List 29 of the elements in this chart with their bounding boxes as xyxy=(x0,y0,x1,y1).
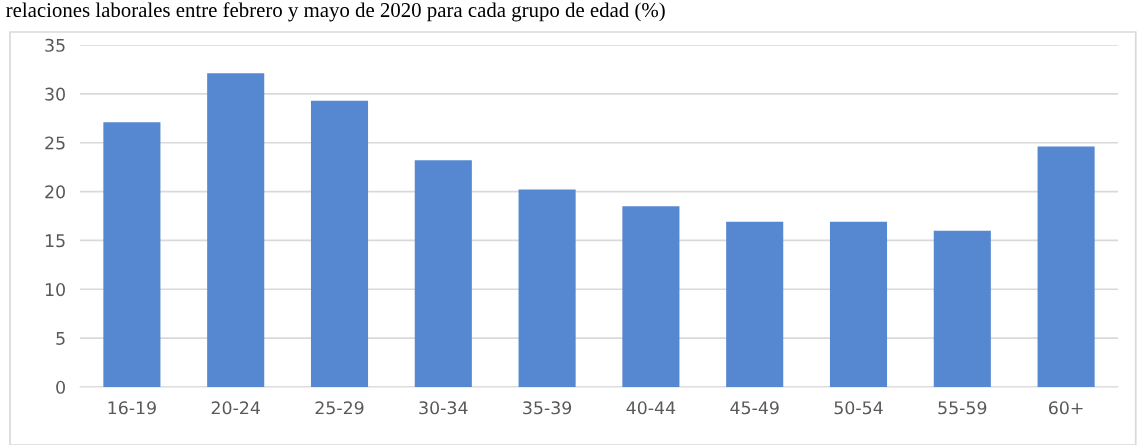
x-tick-label: 16-19 xyxy=(108,401,156,415)
bar xyxy=(622,206,680,387)
bar xyxy=(1037,146,1095,387)
bar xyxy=(310,100,369,387)
x-tick-label: 45-49 xyxy=(730,401,779,415)
y-tick-label: 35 xyxy=(45,38,65,52)
y-tick-label: 30 xyxy=(45,87,65,101)
x-tick-label: 60+ xyxy=(1048,401,1083,415)
y-tick-label: 10 xyxy=(45,283,65,297)
x-tick-label: 40-44 xyxy=(626,401,676,415)
y-tick-label: 0 xyxy=(56,380,65,394)
x-tick-label: 50-54 xyxy=(834,401,883,415)
x-tick-label: 20-24 xyxy=(211,401,260,415)
x-tick-label: 25-29 xyxy=(315,401,364,415)
bar xyxy=(933,230,991,387)
bar xyxy=(726,221,784,387)
chart-title: relaciones laborales entre febrero y mayo de 2020 para cada grupo de edad (%) xyxy=(6,2,665,22)
bar xyxy=(518,189,576,387)
y-tick-label: 15 xyxy=(45,234,65,248)
y-tick-label: 5 xyxy=(56,332,65,345)
y-tick-label: 25 xyxy=(45,136,65,150)
bar xyxy=(207,73,265,387)
x-tick-label: 55-59 xyxy=(938,401,987,415)
bar xyxy=(103,122,161,387)
bar xyxy=(414,160,472,387)
x-tick-label: 35-39 xyxy=(523,401,572,415)
y-tick-label: 20 xyxy=(45,185,65,199)
bar xyxy=(829,221,888,387)
x-tick-label: 30-34 xyxy=(419,401,468,415)
